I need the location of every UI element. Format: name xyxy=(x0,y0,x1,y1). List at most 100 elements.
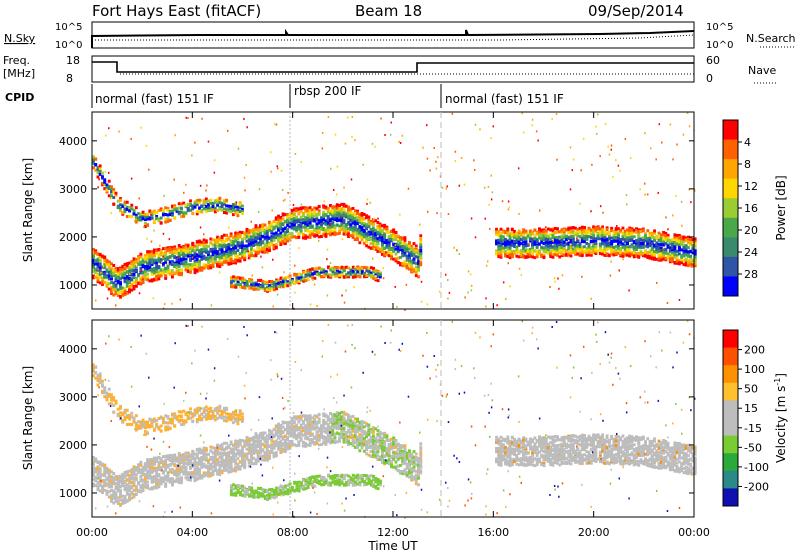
power-cell xyxy=(331,271,335,275)
power-cell xyxy=(146,250,150,254)
power-cell xyxy=(371,234,375,238)
power-cell xyxy=(338,224,341,228)
power-cell xyxy=(150,262,154,266)
power-cell xyxy=(387,237,391,241)
power-cell xyxy=(146,268,150,272)
power-cell xyxy=(691,264,695,268)
power-cell xyxy=(324,230,328,234)
power-cell xyxy=(152,266,156,270)
power-cell xyxy=(662,237,666,241)
cpid-mode-1: normal (fast) 151 IF xyxy=(95,92,214,106)
power-cell xyxy=(596,249,600,253)
power-cell xyxy=(560,252,564,256)
power-noise xyxy=(657,191,660,194)
power-cell xyxy=(236,234,240,238)
power-cell xyxy=(574,231,577,235)
power-noise xyxy=(502,281,505,284)
power-cell xyxy=(362,217,366,221)
power-cell xyxy=(180,215,183,219)
power-cell xyxy=(401,244,405,248)
power-cell xyxy=(299,209,303,213)
power-cell xyxy=(605,231,609,235)
power-cell xyxy=(535,237,539,241)
power-cell xyxy=(250,282,254,286)
power-noise xyxy=(118,130,120,133)
nsearch-line xyxy=(92,34,695,41)
power-cell xyxy=(107,265,111,269)
power-cell xyxy=(152,209,156,213)
power-cell xyxy=(691,247,695,251)
power-cell xyxy=(313,267,317,271)
power-cell xyxy=(220,256,224,260)
power-noise xyxy=(144,278,147,281)
power-cell xyxy=(195,244,199,248)
power-cell xyxy=(177,251,181,255)
power-noise xyxy=(419,223,421,226)
power-cell xyxy=(265,231,269,235)
power-noise xyxy=(282,199,285,202)
power-cell xyxy=(598,246,602,250)
power-noise xyxy=(483,186,486,189)
velocity-cell xyxy=(94,457,98,461)
power-cell xyxy=(499,250,503,254)
power-cell xyxy=(317,230,321,234)
power-noise xyxy=(162,232,165,235)
power-cell xyxy=(495,232,498,236)
power-cell xyxy=(222,259,226,263)
power-cell xyxy=(510,241,514,245)
power-cell xyxy=(112,190,116,194)
velocity-cell xyxy=(98,484,102,488)
power-cell xyxy=(653,231,656,235)
power-cell xyxy=(353,228,357,232)
power-cell xyxy=(594,242,598,246)
power-cell xyxy=(245,228,249,232)
power-cell xyxy=(340,228,344,232)
power-cell xyxy=(324,229,328,233)
power-cell xyxy=(344,213,348,217)
power-cell xyxy=(360,211,364,215)
power-noise xyxy=(341,238,344,241)
power-cell xyxy=(410,270,414,274)
velocity-cell xyxy=(101,488,104,492)
power-cell xyxy=(306,223,310,227)
power-cell xyxy=(508,245,512,249)
power-cell xyxy=(295,236,299,240)
power-cell xyxy=(209,259,213,263)
power-cell xyxy=(671,239,675,243)
power-cell xyxy=(327,275,330,279)
power-cell xyxy=(358,218,362,222)
power-cell xyxy=(616,231,620,235)
power-cell xyxy=(320,219,323,223)
power-cell xyxy=(668,253,672,257)
power-cell xyxy=(198,259,201,263)
power-cell xyxy=(279,236,283,240)
power-cell xyxy=(544,238,548,242)
power-cell xyxy=(331,225,335,229)
power-cell xyxy=(310,230,314,234)
power-cell xyxy=(157,256,161,260)
power-cell xyxy=(268,249,271,253)
power-cell xyxy=(263,280,267,284)
power-cell xyxy=(301,206,305,210)
power-cell xyxy=(259,240,262,244)
power-cell xyxy=(112,195,116,199)
power-cell xyxy=(272,232,276,236)
power-cell xyxy=(301,225,305,229)
power-cell xyxy=(198,210,201,214)
power-cell xyxy=(299,275,303,279)
power-cell xyxy=(535,239,539,243)
power-noise xyxy=(105,134,107,137)
power-noise xyxy=(267,252,269,255)
power-cell xyxy=(380,239,384,243)
power-cell xyxy=(256,241,260,245)
power-cell xyxy=(306,229,310,233)
power-cell xyxy=(558,240,562,244)
power-cell xyxy=(218,237,222,241)
power-cell xyxy=(410,250,414,254)
power-cell xyxy=(616,227,620,231)
power-cell xyxy=(218,207,222,211)
power-cell xyxy=(150,253,154,257)
power-cell xyxy=(326,230,330,234)
power-cell xyxy=(286,215,290,219)
power-cell xyxy=(594,238,598,242)
